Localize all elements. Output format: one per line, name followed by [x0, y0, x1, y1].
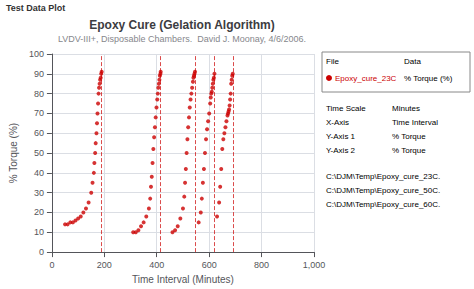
svg-text:% Torque (%): % Torque (%): [8, 123, 19, 183]
svg-text:80: 80: [34, 89, 44, 99]
svg-text:60: 60: [34, 128, 44, 138]
svg-text:1,000: 1,000: [303, 260, 326, 270]
svg-text:Time Interval (Minutes): Time Interval (Minutes): [132, 274, 234, 285]
svg-text:100: 100: [29, 49, 44, 59]
svg-text:% Torque: % Torque: [392, 132, 426, 141]
svg-text:400: 400: [149, 260, 164, 270]
svg-text:0: 0: [39, 247, 44, 257]
svg-text:C:\DJM\Temp\Epoxy_cure_50C.: C:\DJM\Temp\Epoxy_cure_50C.: [326, 186, 440, 195]
svg-text:50: 50: [34, 148, 44, 158]
svg-text:0: 0: [49, 260, 54, 270]
svg-text:Test Data Plot: Test Data Plot: [6, 3, 65, 13]
svg-text:200: 200: [97, 260, 112, 270]
svg-text:800: 800: [254, 260, 269, 270]
svg-text:LVDV-III+, Disposable Chambers: LVDV-III+, Disposable Chambers. David J.…: [58, 34, 306, 44]
svg-text:90: 90: [34, 69, 44, 79]
svg-text:Y-Axis 2: Y-Axis 2: [326, 146, 356, 155]
svg-text:Data: Data: [404, 57, 421, 66]
svg-text:Y-Axis 1: Y-Axis 1: [326, 132, 356, 141]
svg-text:40: 40: [34, 168, 44, 178]
svg-text:Epoxy_cure_23C: Epoxy_cure_23C: [335, 74, 397, 83]
svg-text:X-Axis: X-Axis: [326, 118, 349, 127]
svg-text:Time Scale: Time Scale: [326, 104, 366, 113]
svg-text:600: 600: [202, 260, 217, 270]
svg-text:Time Interval: Time Interval: [392, 118, 438, 127]
svg-text:Epoxy Cure (Gelation Algorithm: Epoxy Cure (Gelation Algorithm): [89, 18, 275, 32]
svg-text:70: 70: [34, 108, 44, 118]
svg-text:C:\DJM\Temp\Epoxy_cure_60C.: C:\DJM\Temp\Epoxy_cure_60C.: [326, 200, 440, 209]
svg-text:% Torque: % Torque: [392, 146, 426, 155]
svg-text:C:\DJM\Temp\Epoxy_cure_23C.: C:\DJM\Temp\Epoxy_cure_23C.: [326, 172, 440, 181]
svg-text:File: File: [326, 57, 339, 66]
svg-text:Minutes: Minutes: [392, 104, 420, 113]
svg-text:% Torque (%): % Torque (%): [404, 74, 453, 83]
svg-text:10: 10: [34, 227, 44, 237]
svg-text:30: 30: [34, 188, 44, 198]
svg-text:20: 20: [34, 207, 44, 217]
